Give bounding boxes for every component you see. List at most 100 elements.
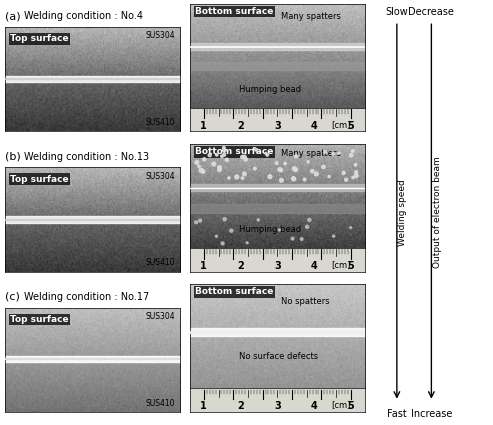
Point — [242, 156, 249, 163]
Point — [206, 152, 213, 159]
Point — [225, 175, 233, 181]
Text: Welding condition : No.13: Welding condition : No.13 — [24, 152, 149, 162]
Point — [200, 156, 208, 163]
Text: Top surface: Top surface — [10, 315, 69, 324]
Text: 3: 3 — [274, 401, 281, 411]
Text: (c): (c) — [5, 292, 20, 302]
Point — [329, 150, 337, 157]
Point — [304, 159, 312, 165]
Point — [352, 169, 360, 176]
Point — [195, 163, 203, 170]
Text: 1: 1 — [201, 121, 207, 131]
Point — [213, 151, 221, 158]
Point — [273, 160, 281, 167]
Text: SUS304: SUS304 — [145, 31, 175, 40]
Point — [221, 216, 229, 223]
Point — [266, 173, 274, 180]
Text: 2: 2 — [237, 121, 244, 131]
Text: 3: 3 — [274, 121, 281, 131]
Point — [276, 166, 283, 173]
Point — [308, 168, 316, 175]
Point — [301, 176, 309, 183]
Text: [cm]: [cm] — [331, 120, 351, 129]
Point — [227, 227, 235, 234]
Point — [233, 173, 241, 180]
Point — [218, 153, 226, 160]
Point — [193, 159, 201, 166]
Point — [306, 217, 314, 224]
Text: Bottom surface: Bottom surface — [195, 147, 274, 156]
Point — [319, 164, 327, 170]
Point — [291, 166, 299, 173]
Point — [241, 153, 248, 160]
Point — [325, 173, 333, 180]
Text: Output of electron beam: Output of electron beam — [433, 157, 442, 268]
Point — [303, 224, 311, 230]
Point — [288, 235, 296, 242]
Point — [220, 147, 228, 154]
Point — [321, 148, 329, 155]
Point — [197, 167, 205, 173]
Text: Bottom surface: Bottom surface — [195, 7, 274, 16]
Point — [290, 165, 298, 172]
Text: Welding condition : No.17: Welding condition : No.17 — [24, 292, 149, 302]
Point — [223, 156, 231, 163]
Point — [349, 174, 357, 181]
Text: 5: 5 — [348, 401, 354, 411]
Text: No surface defects: No surface defects — [239, 352, 318, 361]
Text: (b): (b) — [5, 152, 21, 162]
Text: 5: 5 — [348, 121, 354, 131]
Text: 1: 1 — [201, 261, 207, 271]
Point — [352, 162, 359, 168]
Text: 5: 5 — [348, 261, 354, 271]
Point — [290, 175, 298, 181]
Text: 2: 2 — [237, 261, 244, 271]
Text: 1: 1 — [201, 401, 207, 411]
Point — [196, 217, 204, 224]
Text: Many spatters: Many spatters — [281, 12, 341, 21]
Point — [342, 176, 350, 183]
Text: Welding speed: Welding speed — [398, 179, 407, 246]
Point — [238, 153, 246, 160]
Point — [349, 147, 356, 154]
Point — [352, 173, 360, 179]
Text: SUS410: SUS410 — [145, 118, 175, 127]
Point — [277, 167, 284, 173]
Point — [215, 164, 223, 171]
Point — [263, 151, 271, 158]
Point — [347, 224, 354, 231]
Point — [292, 153, 300, 160]
Text: Decrease: Decrease — [408, 7, 455, 17]
Text: Increase: Increase — [411, 409, 452, 419]
Point — [220, 144, 228, 151]
Text: SUS304: SUS304 — [145, 172, 175, 181]
Point — [254, 216, 262, 223]
Text: [cm]: [cm] — [331, 260, 351, 269]
Point — [290, 176, 298, 182]
Point — [340, 170, 348, 176]
Text: 2: 2 — [237, 401, 244, 411]
Point — [262, 150, 270, 157]
Point — [199, 168, 207, 175]
Text: Humping bead: Humping bead — [239, 85, 301, 94]
Text: Bottom surface: Bottom surface — [195, 287, 274, 297]
Text: Welding condition : No.4: Welding condition : No.4 — [24, 11, 142, 22]
Text: (a): (a) — [5, 11, 21, 22]
Text: No spatters: No spatters — [281, 297, 329, 306]
Text: SUS410: SUS410 — [145, 399, 175, 408]
Point — [347, 152, 355, 159]
Point — [276, 227, 283, 233]
Point — [220, 151, 228, 158]
Point — [241, 170, 248, 177]
Point — [252, 146, 260, 153]
Point — [281, 160, 289, 167]
Point — [289, 175, 297, 182]
Point — [210, 161, 218, 167]
Text: 3: 3 — [274, 261, 281, 271]
Text: Slow: Slow — [386, 7, 408, 17]
Point — [251, 165, 259, 172]
Point — [278, 177, 285, 184]
Text: Top surface: Top surface — [10, 34, 69, 43]
Text: SUS410: SUS410 — [145, 258, 175, 267]
Point — [212, 233, 220, 240]
